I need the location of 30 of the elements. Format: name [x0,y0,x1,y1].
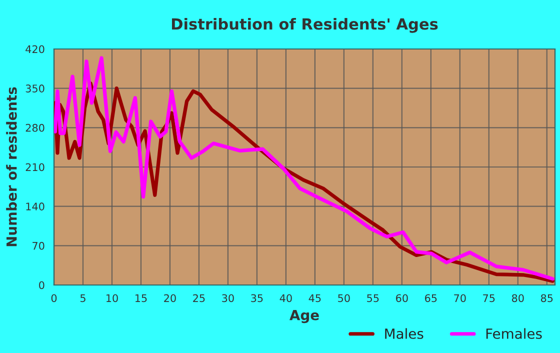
x-axis-title: Age [290,310,319,324]
x-tick-label: 25 [193,294,205,302]
x-tick-label: 85 [540,294,553,302]
x-tick-label: 10 [106,294,118,302]
x-tick-label: 30 [222,294,234,302]
y-tick-label: 210 [26,163,44,172]
x-tick-label: 40 [280,294,292,302]
legend-label: Males [385,328,424,339]
chart-title: Distribution of Residents' Ages [172,18,438,33]
x-tick-label: 0 [51,294,57,302]
y-tick-label: 140 [26,202,44,210]
x-tick-label: 15 [135,294,147,302]
y-tick-label: 0 [39,281,44,290]
y-tick-label: 70 [32,242,44,250]
x-tick-label: 75 [483,294,495,302]
x-tick-label: 5 [80,294,86,302]
x-tick-label: 65 [425,294,437,302]
x-tick-label: 50 [338,294,350,302]
y-axis-title: Number of residents [6,87,17,246]
y-tick-label: 350 [26,84,44,92]
y-tick-label: 280 [26,124,44,132]
x-tick-label: 35 [251,294,263,302]
y-tick-label: 420 [26,45,44,54]
x-tick-label: 70 [454,294,466,302]
x-tick-label: 80 [512,294,524,302]
x-tick-label: 55 [367,294,379,302]
x-tick-label: 60 [396,294,408,302]
x-tick-label: 45 [308,294,321,302]
x-tick-label: 20 [164,294,176,302]
legend-label: Females [486,328,542,339]
